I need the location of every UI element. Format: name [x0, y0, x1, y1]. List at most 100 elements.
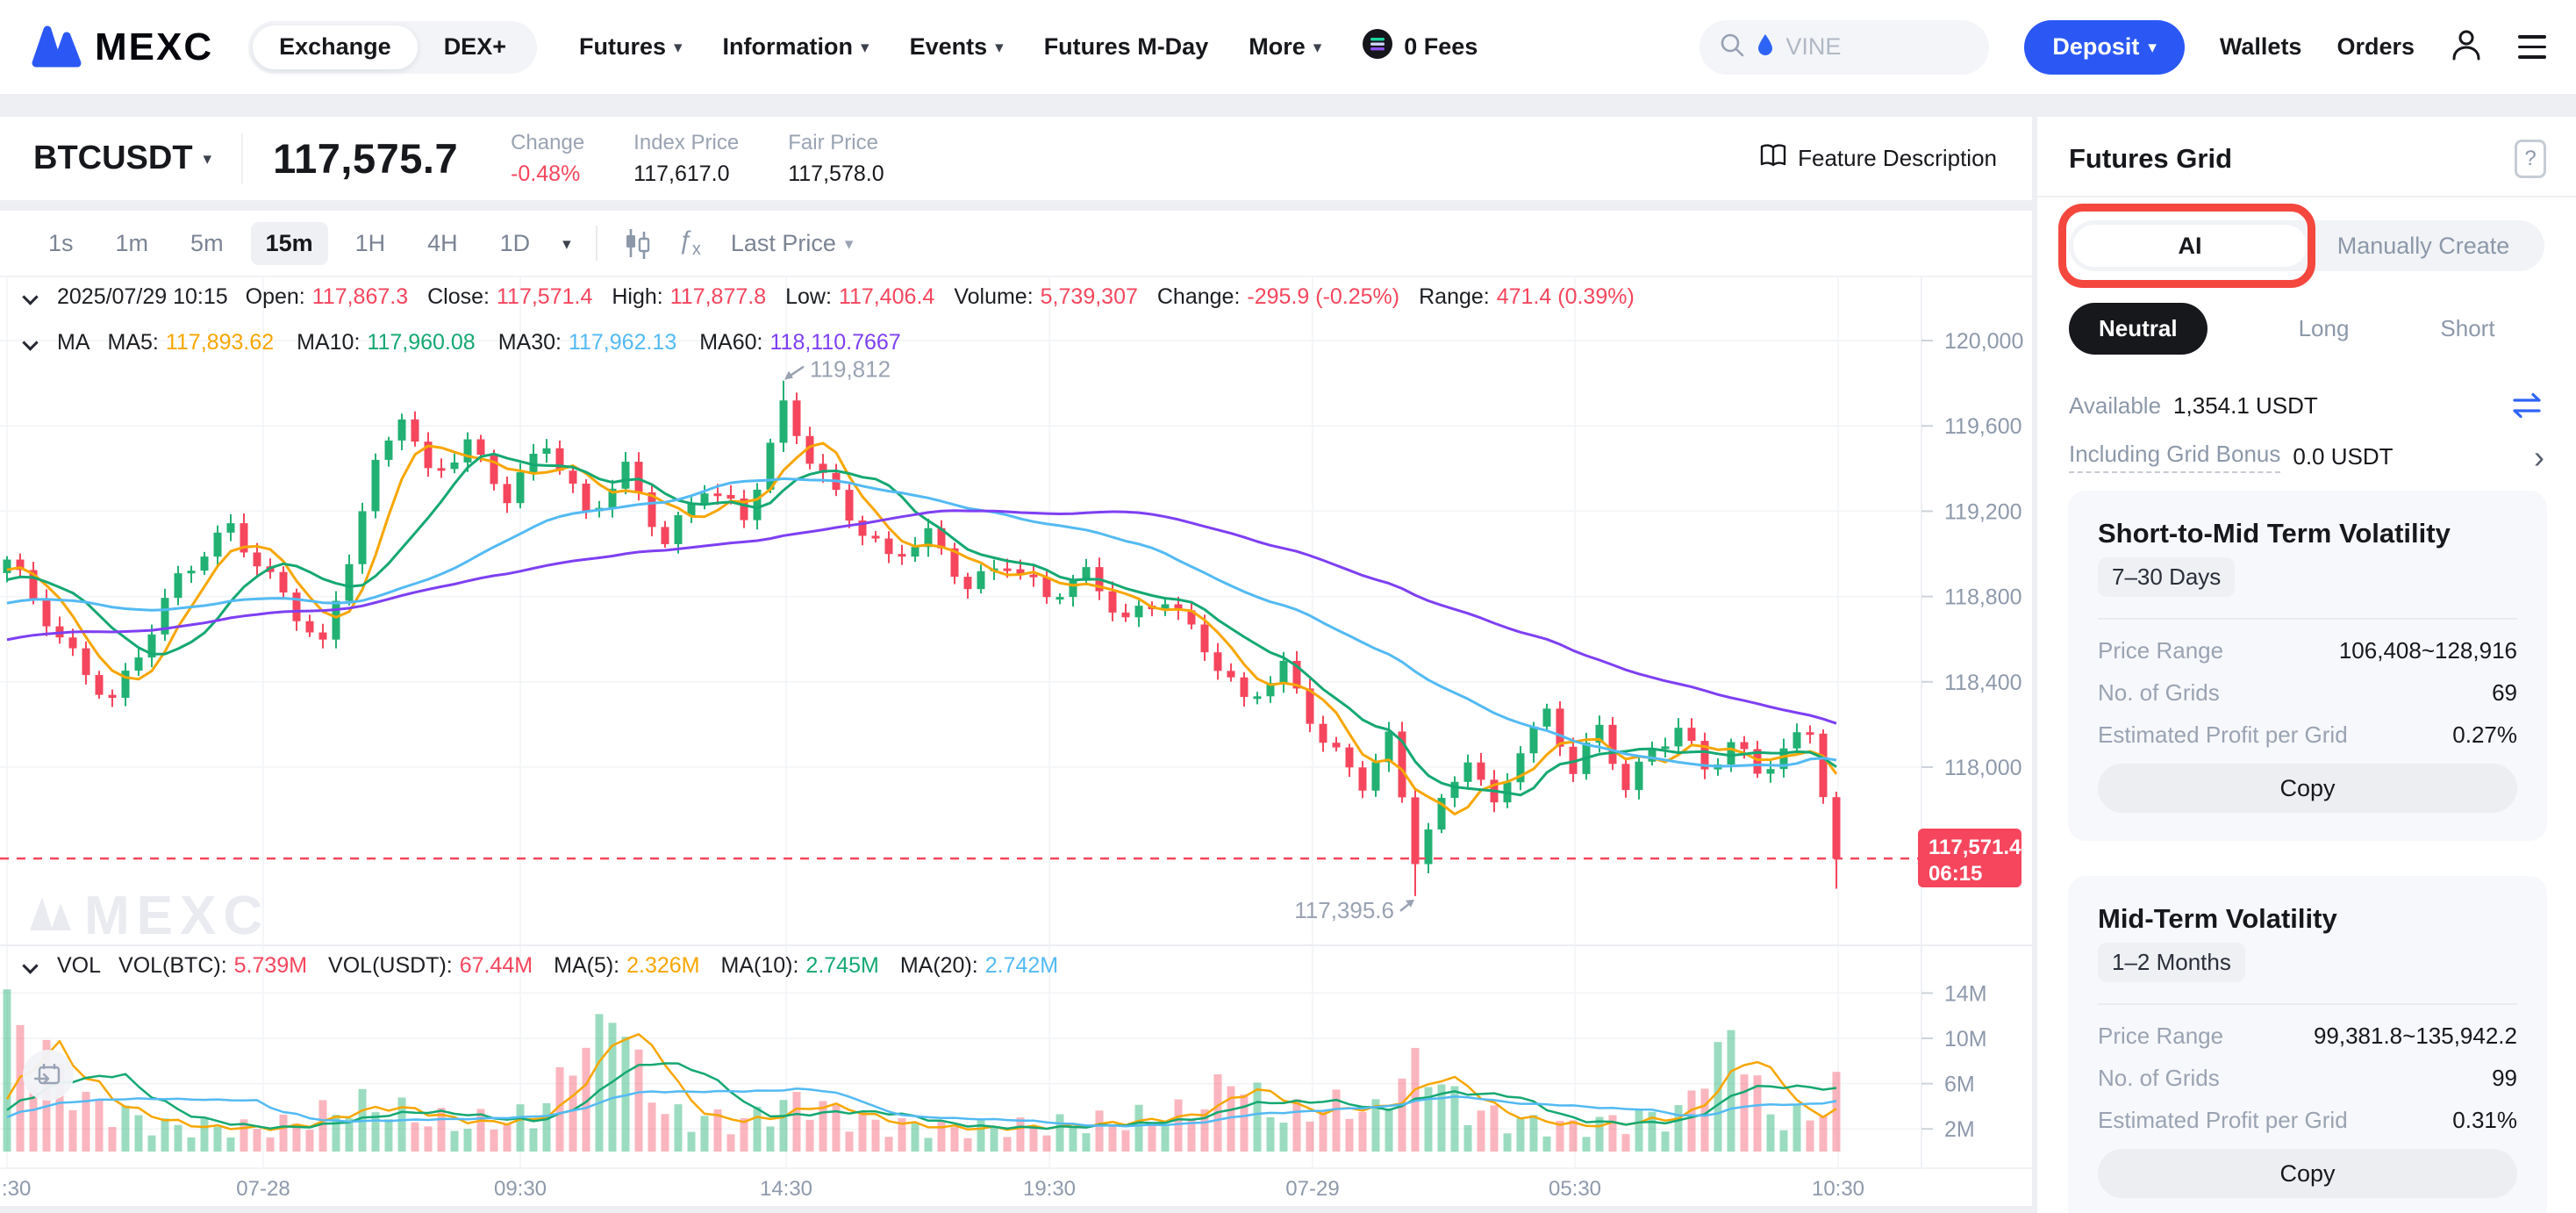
grid-replay-button[interactable] [23, 1050, 74, 1101]
symbol-selector[interactable]: BTCUSDT ▾ [33, 140, 211, 177]
card-row: Estimated Profit per Grid 0.27% [2098, 721, 2517, 748]
candle-countdown: 06:15 [1928, 862, 1983, 886]
ohlc-values: Open: 117,867.3 Close: 117,571.4 High: 117,87… [246, 284, 1635, 310]
vol-legend-item: MA(10): 2.745M [720, 953, 879, 978]
vol-legend-title: VOL [57, 953, 102, 978]
legend-pair: High: 117,877.8 [612, 284, 767, 309]
interval-1m[interactable]: 1m [115, 229, 149, 256]
feature-description-link[interactable]: Feature Description [1759, 142, 1997, 175]
direction-tab-neutral[interactable]: Neutral [2069, 303, 2207, 355]
svg-text:118,800: 118,800 [1944, 585, 2022, 610]
collapse-chevron-icon[interactable] [22, 334, 39, 351]
nav-menu: Futures ▾ Information ▾ Events ▾ Futures M-Day… [579, 33, 1321, 61]
help-icon[interactable]: ? [2515, 140, 2546, 178]
card-row: Estimated Profit per Grid 0.31% [2098, 1106, 2517, 1133]
nav-item-more[interactable]: More ▾ [1249, 33, 1322, 60]
grid-bonus-value: 0.0 USDT [2293, 443, 2394, 470]
legend-pair: Low: 117,406.4 [785, 284, 935, 309]
top-navbar: MEXC Exchange DEX+ Futures ▾ Information ▾ E… [0, 0, 2576, 94]
grid-bonus-row[interactable]: Including Grid Bonus 0.0 USDT › [2069, 441, 2544, 473]
vol-legend-item: VOL(USDT): 67.44M [328, 953, 533, 978]
time-axis-label: 19:30 [1022, 1177, 1077, 1201]
ticker-stats: Change -0.48% Index Price 117,617.0 Fair Pri… [511, 131, 884, 187]
vol-legend-item: MA(20): 2.742M [899, 953, 1059, 978]
svg-text:MEXC: MEXC [84, 886, 269, 946]
ma-legend-title: MA [57, 330, 90, 355]
chevron-down-icon: ▾ [2148, 39, 2157, 57]
direction-tab-short[interactable]: Short [2440, 315, 2495, 341]
ticker-stat-change: Change -0.48% [511, 130, 585, 186]
tab-manually-create[interactable]: Manually Create [2336, 232, 2510, 259]
user-profile-icon[interactable] [2450, 28, 2483, 66]
ticker-stat-fair-price: Fair Price 117,578.0 [788, 130, 884, 186]
card-row: No. of Grids 99 [2098, 1064, 2517, 1091]
chart-canvas[interactable]: MEXC 119,812 117,395.6 120,000 119,600 119,20… [0, 277, 2032, 1167]
volume-legend: VOL VOL(BTC): 5.739M VOL(USDT): 67.44M MA(5)… [22, 953, 1058, 979]
chart-toolbar: 1s 1m 5m 15m 1H 4H 1D ▾ ƒx Last Price ▾ [0, 211, 2032, 277]
interval-5m[interactable]: 5m [190, 229, 224, 256]
candlestick-chart[interactable]: MEXC 119,812 117,395.6 120,000 119,600 119,20… [0, 277, 2032, 1167]
svg-text:2M: 2M [1944, 1117, 1975, 1142]
indicators-fx-icon[interactable]: ƒx [677, 226, 701, 259]
interval-1s[interactable]: 1s [48, 229, 74, 256]
copy-button[interactable]: Copy [2098, 1149, 2517, 1198]
collapse-chevron-icon[interactable] [22, 958, 39, 974]
price-type-selector[interactable]: Last Price ▾ [730, 229, 854, 256]
wallets-link[interactable]: Wallets [2219, 33, 2302, 60]
chart-panel: 1s 1m 5m 15m 1H 4H 1D ▾ ƒx Last Price ▾ MEXC 11… [0, 211, 2032, 1206]
strategy-cards: Short-to-Mid Term Volatility 7–30 Days Pri… [2037, 491, 2576, 1213]
ticker-stat-index-price: Index Price 117,617.0 [633, 130, 740, 186]
zero-fees-badge[interactable]: 0 Fees [1362, 28, 1478, 66]
grid-calendar-icon [33, 1064, 61, 1085]
interval-group: 1s 1m 5m 15m 1H 4H 1D [33, 221, 557, 265]
interval-4h[interactable]: 4H [427, 229, 458, 256]
book-icon [1759, 142, 1787, 175]
svg-text:6M: 6M [1944, 1073, 1975, 1097]
interval-15m[interactable]: 15m [250, 221, 328, 265]
vol-values: VOL(BTC): 5.739M VOL(USDT): 67.44M MA(5): 2.3… [118, 953, 1058, 979]
available-label: Available [2069, 391, 2162, 419]
available-value: 1,354.1 USDT [2173, 391, 2318, 419]
candle-style-icon[interactable] [622, 227, 652, 259]
legend-pair: Change: -295.9 (-0.25%) [1156, 284, 1400, 309]
transfer-icon[interactable] [2509, 391, 2544, 420]
menu-burger-icon[interactable] [2518, 35, 2546, 59]
chevron-down-icon: ▾ [995, 39, 1004, 57]
svg-text:119,200: 119,200 [1944, 499, 2022, 524]
interval-1h[interactable]: 1H [354, 229, 386, 256]
interval-more-chevron-icon[interactable]: ▾ [562, 234, 571, 254]
last-price-tag: 117,571.4 06:15 [1918, 829, 2021, 887]
divider [2098, 618, 2517, 620]
time-axis[interactable]: :30 07-28 09:30 14:30 19:30 07-29 05:30 10:30 [0, 1167, 2032, 1206]
copy-button[interactable]: Copy [2098, 764, 2517, 813]
nav-item-information[interactable]: Information ▾ [722, 33, 869, 60]
chevron-right-icon[interactable]: › [2534, 438, 2544, 475]
svg-text:14M: 14M [1944, 981, 1987, 1006]
ma-values: MA5: 117,893.62 MA10: 117,960.08 MA30: 117,96… [108, 330, 901, 355]
interval-1d[interactable]: 1D [499, 229, 531, 256]
nav-item-events[interactable]: Events ▾ [909, 33, 1004, 60]
collapse-chevron-icon[interactable] [22, 289, 39, 305]
divider [2098, 1003, 2517, 1005]
search-input[interactable]: VINE [1699, 19, 1990, 75]
tab-dex[interactable]: DEX+ [443, 33, 506, 60]
ticker-header: BTCUSDT ▾ 117,575.7 Change -0.48% Index Pr… [0, 117, 2032, 200]
card-row: No. of Grids 69 [2098, 678, 2517, 706]
svg-text:119,600: 119,600 [1944, 414, 2022, 439]
card-period-badge: 7–30 Days [2098, 557, 2236, 597]
time-axis-label: 10:30 [1811, 1177, 1865, 1201]
divider [241, 133, 244, 184]
svg-text:120,000: 120,000 [1944, 329, 2023, 354]
deposit-button[interactable]: Deposit ▾ [2024, 19, 2185, 75]
svg-text:118,000: 118,000 [1944, 756, 2022, 780]
tab-exchange[interactable]: Exchange [253, 25, 418, 69]
direction-tabs: Neutral Long Short [2069, 303, 2544, 355]
card-row: Price Range 106,408~128,916 [2098, 636, 2517, 664]
nav-item-futures-m-day[interactable]: Futures M-Day [1043, 33, 1209, 60]
orders-link[interactable]: Orders [2336, 33, 2415, 60]
direction-tab-long[interactable]: Long [2298, 315, 2350, 341]
nav-item-futures[interactable]: Futures ▾ [578, 33, 683, 60]
time-axis-label: 07-28 [236, 1177, 290, 1201]
mexc-logo[interactable]: MEXC [30, 19, 213, 75]
tab-ai[interactable]: AI [2073, 225, 2307, 267]
